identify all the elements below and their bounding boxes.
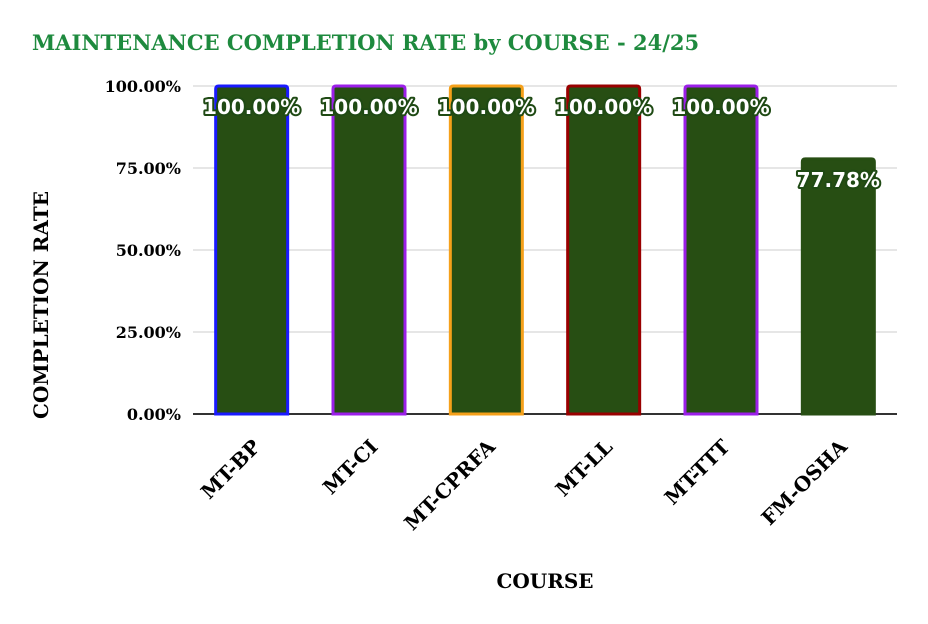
bar <box>800 157 876 416</box>
data-label: 100.00% <box>320 95 417 119</box>
bar <box>448 84 524 416</box>
data-label: 77.78% <box>797 168 880 192</box>
y-tick-label: 25.00% <box>116 323 181 342</box>
x-axis-title: COURSE <box>496 569 593 593</box>
y-axis-ticks: 0.00% 25.00% 50.00% 75.00% 100.00% <box>105 77 181 424</box>
data-label: 100.00% <box>555 95 652 119</box>
data-label: 100.00% <box>203 95 300 119</box>
x-tick-label: MT-CI <box>318 435 383 500</box>
bar <box>566 84 642 416</box>
x-axis-ticks: MT-BP MT-CI MT-CPRFA MT-LL MT-TTT FM-OSHA <box>196 434 852 535</box>
bar <box>214 84 290 416</box>
x-tick-label: MT-CPRFA <box>399 434 500 535</box>
data-label: 100.00% <box>672 95 769 119</box>
y-tick-label: 0.00% <box>127 405 181 424</box>
bars <box>214 84 876 416</box>
x-tick-label: MT-LL <box>551 435 618 502</box>
y-tick-label: 100.00% <box>105 77 181 96</box>
x-tick-label: MT-BP <box>196 435 265 504</box>
x-tick-label: MT-TTT <box>660 434 735 509</box>
chart-title: MAINTENANCE COMPLETION RATE by COURSE - … <box>32 30 699 55</box>
data-label: 100.00% <box>438 95 535 119</box>
y-tick-label: 75.00% <box>116 159 181 178</box>
bar <box>331 84 407 416</box>
data-labels: 100.00% 100.00% 100.00% 100.00% 100.00% 77.78… <box>201 93 882 194</box>
bar <box>683 84 759 416</box>
y-tick-label: 50.00% <box>116 241 181 260</box>
x-tick-label: FM-OSHA <box>756 434 852 530</box>
gridlines <box>193 85 897 415</box>
y-axis-title: COMPLETION RATE <box>29 191 53 419</box>
